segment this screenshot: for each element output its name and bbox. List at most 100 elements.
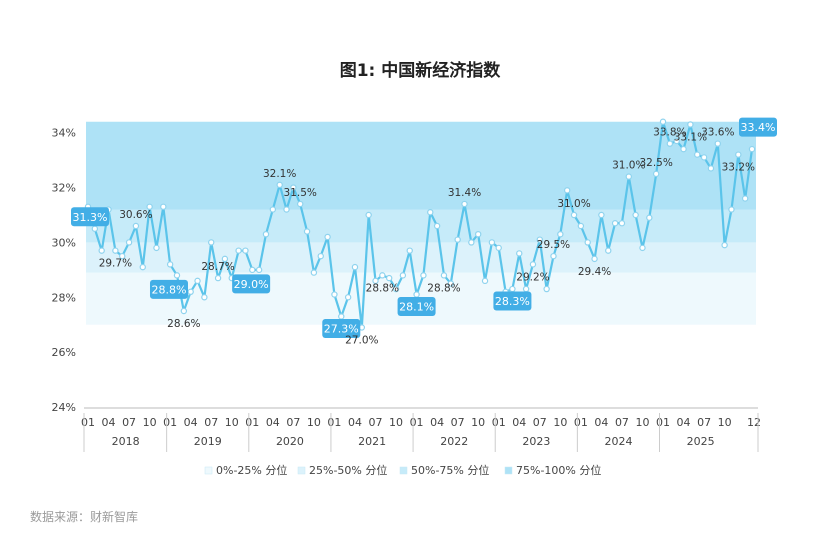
data-point	[221, 255, 229, 263]
data-label: 29.4%	[578, 266, 611, 278]
x-year-label: 2022	[440, 435, 468, 448]
x-tick-label: 10	[553, 416, 567, 429]
data-point	[563, 187, 571, 194]
data-point	[235, 247, 242, 254]
callout-label: 33.4%	[741, 121, 776, 134]
x-year-label: 2024	[605, 435, 633, 448]
data-point	[543, 285, 550, 293]
data-label: 28.8%	[427, 282, 460, 294]
band-2	[86, 242, 756, 273]
data-point	[173, 272, 181, 279]
data-point	[132, 222, 140, 230]
data-point	[488, 239, 496, 246]
data-point	[461, 200, 468, 208]
data-point	[290, 184, 297, 191]
data-point	[392, 285, 400, 293]
data-point	[625, 173, 632, 180]
x-year-label: 2025	[687, 435, 715, 448]
data-point	[331, 291, 338, 298]
data-label: 29.2%	[516, 271, 549, 283]
x-tick-label: 07	[533, 416, 547, 429]
data-point	[680, 145, 687, 153]
data-label: 28.6%	[167, 318, 200, 330]
callout-label: 28.1%	[399, 301, 434, 314]
data-point	[310, 269, 318, 276]
data-label: 33.6%	[701, 127, 734, 139]
data-point	[427, 209, 434, 216]
data-point	[714, 140, 721, 147]
y-tick-label: 32%	[52, 182, 76, 195]
data-point	[433, 222, 441, 230]
data-label: 31.4%	[448, 187, 481, 199]
data-point	[119, 252, 126, 260]
x-tick-label: 04	[594, 416, 608, 429]
data-point	[605, 247, 612, 254]
data-point	[379, 272, 386, 279]
x-tick-label: 10	[389, 416, 403, 429]
data-point	[399, 272, 407, 279]
data-point	[365, 211, 372, 219]
data-point	[570, 211, 578, 219]
callout-label: 28.8%	[152, 283, 187, 296]
callout-label: 27.3%	[324, 322, 359, 335]
data-point	[584, 239, 591, 246]
callout-box	[493, 291, 532, 311]
callout-box	[322, 318, 361, 338]
callout-box	[71, 207, 109, 227]
x-year-label: 2020	[276, 435, 304, 448]
x-tick-label: 10	[307, 416, 321, 429]
data-point	[522, 285, 530, 293]
data-point	[652, 170, 660, 178]
legend-label: 75%-100% 分位	[516, 463, 601, 477]
data-point	[112, 247, 119, 254]
data-label: 29.5%	[537, 239, 570, 251]
data-point	[748, 145, 756, 153]
data-point	[351, 263, 359, 271]
data-point	[255, 266, 263, 274]
data-point	[454, 236, 461, 243]
legend-swatch	[504, 466, 513, 475]
x-tick-label: 10	[143, 416, 157, 429]
data-point	[632, 211, 639, 219]
y-tick-label: 30%	[52, 236, 76, 249]
x-tick-label: 04	[266, 416, 280, 429]
data-label: 28.8%	[366, 282, 399, 294]
data-point	[591, 255, 598, 263]
data-point	[659, 118, 667, 125]
x-tick-label: 07	[369, 416, 383, 429]
data-point	[529, 261, 537, 268]
data-point	[598, 211, 605, 219]
legend-label: 25%-50% 分位	[309, 463, 387, 477]
data-point	[721, 241, 728, 249]
x-tick-label: 01	[163, 416, 177, 429]
data-point	[639, 244, 646, 252]
data-point	[262, 230, 270, 238]
data-label: 29.7%	[99, 258, 132, 270]
data-point	[160, 203, 167, 210]
callout-box	[397, 297, 436, 317]
data-point	[474, 230, 482, 238]
data-label: 27.0%	[345, 334, 378, 346]
x-tick-label: 10	[718, 416, 732, 429]
data-point	[208, 239, 215, 246]
legend-swatch	[399, 466, 408, 475]
data-source-note: 数据来源：财新智库	[30, 510, 139, 524]
data-point	[516, 250, 523, 257]
legend-swatch	[204, 466, 213, 475]
data-point	[509, 285, 516, 293]
data-label: 33.8%	[653, 127, 686, 139]
x-tick-label: 10	[471, 416, 485, 429]
x-tick-label: 04	[677, 416, 691, 429]
data-label: 28.7%	[201, 261, 234, 273]
x-tick-label: 01	[410, 416, 424, 429]
data-point	[673, 137, 680, 145]
legend-swatch	[297, 466, 306, 475]
data-point	[735, 151, 742, 158]
data-point	[468, 239, 475, 246]
data-point	[372, 277, 379, 285]
data-point	[242, 247, 249, 254]
data-point	[420, 272, 427, 279]
data-point	[317, 252, 324, 260]
data-point	[153, 244, 160, 252]
data-point	[166, 261, 174, 268]
